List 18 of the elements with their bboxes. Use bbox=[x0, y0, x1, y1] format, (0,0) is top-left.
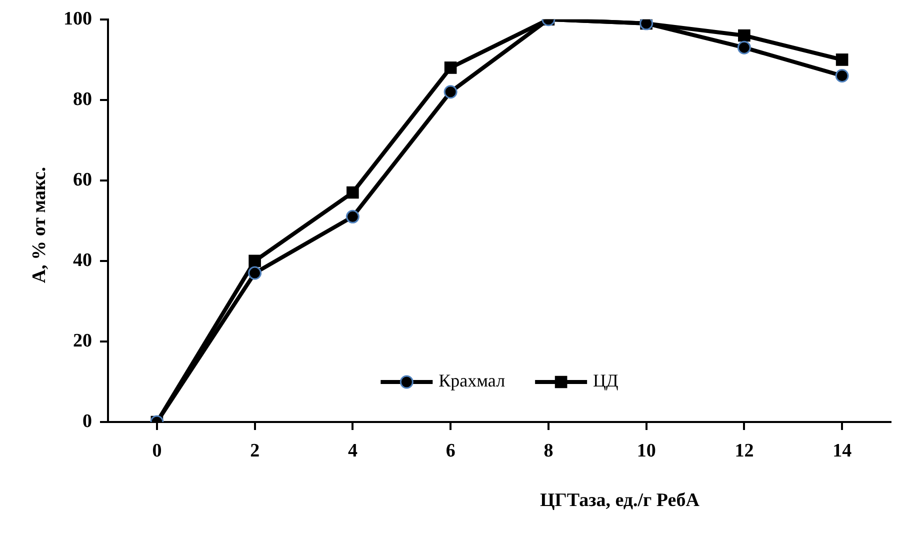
y-tick-label: 0 bbox=[82, 410, 92, 432]
y-tick-label: 20 bbox=[73, 330, 92, 352]
x-axis-title: ЦГТаза, ед./г РебА bbox=[540, 490, 700, 512]
x-tick-label: 10 bbox=[636, 440, 656, 462]
y-tick-label: 100 bbox=[64, 8, 92, 30]
x-tick-label: 12 bbox=[734, 440, 754, 462]
y-tick-label: 60 bbox=[73, 169, 92, 190]
x-tick-label: 14 bbox=[832, 440, 852, 462]
x-tick-label: 6 bbox=[446, 440, 456, 462]
y-tick-label: 80 bbox=[73, 88, 92, 110]
x-tick-label: 0 bbox=[152, 440, 162, 462]
y-tick-label: 40 bbox=[73, 250, 92, 271]
x-tick-label: 2 bbox=[250, 440, 260, 462]
x-tick-label: 4 bbox=[348, 440, 358, 462]
legend-label: Крахмал bbox=[438, 370, 506, 391]
y-axis-title: А, % от макс. bbox=[29, 166, 51, 284]
x-tick-label: 8 bbox=[544, 440, 554, 462]
legend-label: ЦД bbox=[593, 370, 618, 391]
